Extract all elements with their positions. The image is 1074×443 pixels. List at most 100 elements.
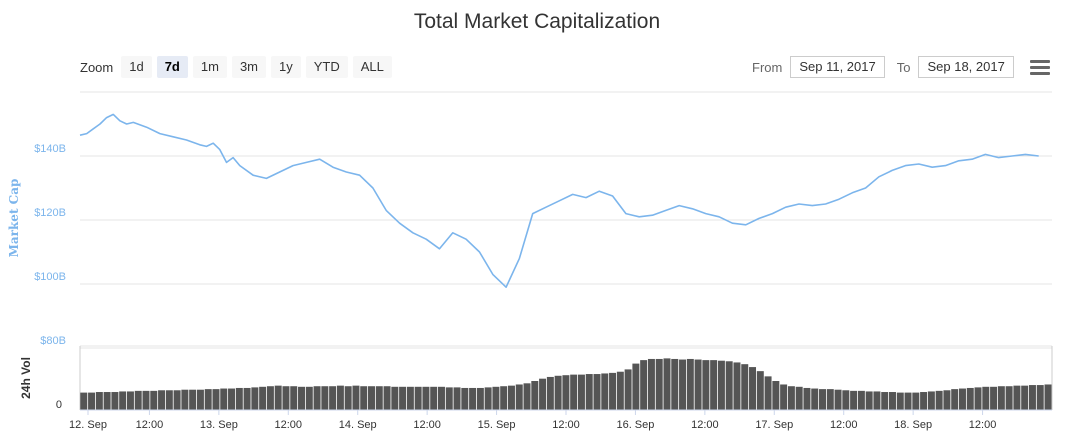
volume-bar <box>997 386 1005 410</box>
volume-bar <box>1044 384 1052 410</box>
volume-bar <box>842 390 850 410</box>
volume-bar <box>1005 386 1013 410</box>
volume-bar <box>585 374 593 410</box>
volume-bar <box>515 384 523 410</box>
volume-bar <box>912 392 920 410</box>
volume-bar <box>507 385 515 410</box>
volume-bar <box>546 376 554 410</box>
zoom-1y-button[interactable]: 1y <box>271 56 301 78</box>
axes: $80B $100B $120B $140B 0 12. Sep 12:00 13. Sep 1… <box>34 143 1052 431</box>
volume-bar <box>282 386 290 410</box>
hamburger-menu-icon[interactable] <box>1030 60 1050 76</box>
volume-bar <box>570 374 578 410</box>
volume-bar <box>228 388 236 410</box>
grid-lines <box>79 91 1053 410</box>
volume-bar <box>336 385 344 410</box>
zoom-1d-button[interactable]: 1d <box>121 56 152 78</box>
from-date-input[interactable]: Sep 11, 2017 <box>790 56 885 78</box>
volume-bar <box>344 386 352 410</box>
zoom-3m-button[interactable]: 3m <box>231 56 266 78</box>
volume-bar <box>360 386 368 410</box>
x-tick-label: 15. Sep <box>478 419 516 431</box>
zoom-all-button[interactable]: ALL <box>352 56 392 78</box>
volume-bar <box>896 392 904 410</box>
volume-bar <box>873 391 881 410</box>
volume-bar <box>196 389 204 410</box>
volume-bar <box>422 386 430 410</box>
volume-bar <box>974 387 982 410</box>
x-tick-label: 18. Sep <box>894 419 932 431</box>
volume-bar <box>352 385 360 410</box>
volume-bar <box>764 376 772 410</box>
volume-bar <box>173 390 181 410</box>
volume-bar <box>500 386 508 410</box>
zoom-1m-button[interactable]: 1m <box>192 56 227 78</box>
volume-bar <box>819 389 826 410</box>
volume-bar <box>189 389 197 410</box>
volume-bar <box>259 386 267 410</box>
volume-bar <box>632 363 640 410</box>
volume-bar <box>158 390 166 410</box>
volume-bar <box>266 386 274 410</box>
volume-bar <box>329 386 337 410</box>
to-date-input[interactable]: Sep 18, 2017 <box>918 56 1014 78</box>
zoom-toolbar: Zoom 1d 7d 1m 3m 1y YTD ALL <box>80 56 397 78</box>
volume-bar <box>609 372 617 410</box>
volume-bar <box>857 390 865 410</box>
volume-bar <box>663 358 671 410</box>
volume-bar <box>437 386 445 410</box>
volume-bar <box>134 390 142 410</box>
x-tick-label: 17. Sep <box>755 419 793 431</box>
volume-bar <box>982 386 990 410</box>
volume-bar <box>95 392 103 410</box>
volume-bar <box>305 386 313 410</box>
volume-bar <box>391 386 399 410</box>
volume-bar <box>671 358 679 410</box>
volume-bar <box>383 386 391 410</box>
x-tick-label: 13. Sep <box>200 419 238 431</box>
volume-bar <box>717 360 725 410</box>
zoom-label: Zoom <box>80 59 114 75</box>
volume-bar <box>119 391 127 410</box>
volume-bar <box>523 383 531 410</box>
date-range-toolbar: From Sep 11, 2017 To Sep 18, 2017 <box>752 56 1026 78</box>
volume-bar <box>298 386 306 410</box>
from-label: From <box>752 59 783 75</box>
volume-bar <box>694 359 702 410</box>
volume-bar <box>679 359 687 410</box>
zoom-7d-button[interactable]: 7d <box>156 56 188 78</box>
y-tick-label: $100B <box>34 271 66 283</box>
x-tick-label: 12:00 <box>136 419 164 431</box>
volume-bar <box>935 390 943 410</box>
volume-bar <box>453 387 461 410</box>
x-tick-label: 14. Sep <box>339 419 377 431</box>
to-label: To <box>896 59 911 75</box>
volume-bar <box>647 358 655 410</box>
x-tick-label: 12:00 <box>691 419 719 431</box>
volume-bar <box>1028 385 1036 410</box>
volume-bar <box>165 390 173 410</box>
volume-bar <box>181 389 189 410</box>
chart-title: Total Market Capitalization <box>413 10 661 33</box>
volume-bar <box>375 386 383 410</box>
volume-bar <box>406 386 414 410</box>
x-tick-label: 12:00 <box>830 419 858 431</box>
volume-bar <box>958 388 966 410</box>
volume-bar <box>469 387 477 410</box>
volume-bar <box>966 387 974 410</box>
volume-bar <box>414 386 422 410</box>
volume-bar <box>562 375 570 410</box>
volume-bar <box>368 386 375 410</box>
volume-bar <box>927 391 935 410</box>
zoom-ytd-button[interactable]: YTD <box>305 56 348 78</box>
volume-bar <box>1021 385 1029 410</box>
volume-bar <box>920 392 928 410</box>
volume-bar <box>733 362 741 410</box>
volume-bar <box>943 390 951 410</box>
volume-bar <box>749 367 757 410</box>
y-tick-label: $140B <box>34 143 66 155</box>
volume-bar <box>103 392 111 410</box>
x-tick-label: 12. Sep <box>69 419 107 431</box>
volume-bar <box>780 384 788 410</box>
x-tick-label: 12:00 <box>969 419 997 431</box>
